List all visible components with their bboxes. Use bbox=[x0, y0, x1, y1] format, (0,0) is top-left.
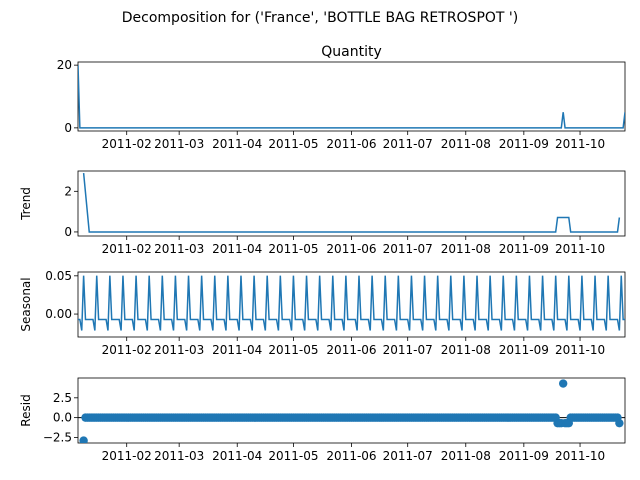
series-line bbox=[82, 172, 621, 233]
data-layer bbox=[82, 172, 621, 233]
x-tick-label: 2011-03 bbox=[154, 343, 204, 357]
x-tick-label: 2011-04 bbox=[212, 449, 262, 463]
x-tick-label: 2011-04 bbox=[212, 242, 262, 256]
data-layer bbox=[78, 275, 625, 331]
x-tick-label: 2011-07 bbox=[383, 242, 433, 256]
x-tick-label: 2011-10 bbox=[555, 137, 605, 151]
x-tick-label: 2011-08 bbox=[441, 137, 491, 151]
y-axis-label: Trend bbox=[19, 187, 33, 221]
x-tick-label: 2011-02 bbox=[102, 449, 152, 463]
data-layer bbox=[78, 379, 625, 443]
panel-title: Quantity bbox=[321, 44, 382, 60]
x-tick-label: 2011-09 bbox=[499, 242, 549, 256]
x-tick-label: 2011-05 bbox=[268, 449, 318, 463]
x-tick-label: 2011-07 bbox=[383, 343, 433, 357]
resid-point bbox=[558, 379, 568, 388]
x-tick-label: 2011-06 bbox=[326, 343, 376, 357]
x-tick-label: 2011-08 bbox=[441, 343, 491, 357]
x-tick-label: 2011-02 bbox=[102, 137, 152, 151]
series-line bbox=[78, 275, 625, 331]
x-tick-label: 2011-06 bbox=[326, 449, 376, 463]
panel-observed: Quantity 0 20 2011-02 2011-03 2011-04 2011-05 2… bbox=[57, 44, 626, 151]
x-tick-label: 2011-10 bbox=[555, 242, 605, 256]
x-tick-label: 2011-09 bbox=[499, 449, 549, 463]
y-tick-label: 0.05 bbox=[45, 269, 72, 283]
x-tick-label: 2011-04 bbox=[212, 343, 262, 357]
x-tick-label: 2011-08 bbox=[441, 449, 491, 463]
y-tick-label: 0.0 bbox=[53, 411, 72, 425]
x-tick-label: 2011-02 bbox=[102, 343, 152, 357]
x-tick-label: 2011-07 bbox=[383, 449, 433, 463]
y-axis-label: Resid bbox=[19, 394, 33, 426]
panel-seasonal: Seasonal 0.05 0.00 2011-02 2011-03 2011-04 201… bbox=[19, 269, 626, 357]
x-tick-label: 2011-04 bbox=[212, 137, 262, 151]
y-tick-label: 20 bbox=[57, 58, 72, 72]
y-tick-label: 2.5 bbox=[53, 391, 72, 405]
figure-suptitle: Decomposition for ('France', 'BOTTLE BAG… bbox=[122, 10, 518, 26]
x-tick-label: 2011-09 bbox=[499, 343, 549, 357]
panel-resid: Resid 2.5 0.0 −2.5 2011-02 2011-03 2011-04 2011… bbox=[19, 377, 626, 463]
x-tick-label: 2011-06 bbox=[326, 242, 376, 256]
series-line bbox=[78, 65, 625, 129]
y-tick-label: 2 bbox=[64, 184, 72, 198]
x-tick-label: 2011-10 bbox=[555, 343, 605, 357]
x-tick-label: 2011-05 bbox=[268, 137, 318, 151]
y-tick-label: 0 bbox=[64, 121, 72, 135]
x-tick-label: 2011-02 bbox=[102, 242, 152, 256]
x-tick-label: 2011-05 bbox=[268, 242, 318, 256]
x-tick-label: 2011-03 bbox=[154, 449, 204, 463]
y-axis-label: Seasonal bbox=[19, 277, 33, 331]
axes-frame bbox=[77, 170, 626, 237]
y-tick-label: −2.5 bbox=[43, 430, 72, 444]
x-tick-label: 2011-06 bbox=[326, 137, 376, 151]
data-layer bbox=[78, 65, 625, 129]
axes-frame bbox=[77, 377, 626, 444]
panel-trend: Trend 0 2 2011-02 2011-03 2011-04 2011-05 2011-… bbox=[19, 170, 626, 256]
x-tick-label: 2011-08 bbox=[441, 242, 491, 256]
x-tick-label: 2011-03 bbox=[154, 242, 204, 256]
resid-point bbox=[79, 436, 88, 443]
resid-point bbox=[615, 418, 624, 428]
x-tick-label: 2011-07 bbox=[383, 137, 433, 151]
x-tick-label: 2011-05 bbox=[268, 343, 318, 357]
x-tick-label: 2011-10 bbox=[555, 449, 605, 463]
axes-frame bbox=[77, 61, 626, 132]
y-tick-label: 0 bbox=[64, 225, 72, 239]
x-tick-label: 2011-09 bbox=[499, 137, 549, 151]
x-tick-label: 2011-03 bbox=[154, 137, 204, 151]
y-tick-label: 0.00 bbox=[45, 307, 72, 321]
